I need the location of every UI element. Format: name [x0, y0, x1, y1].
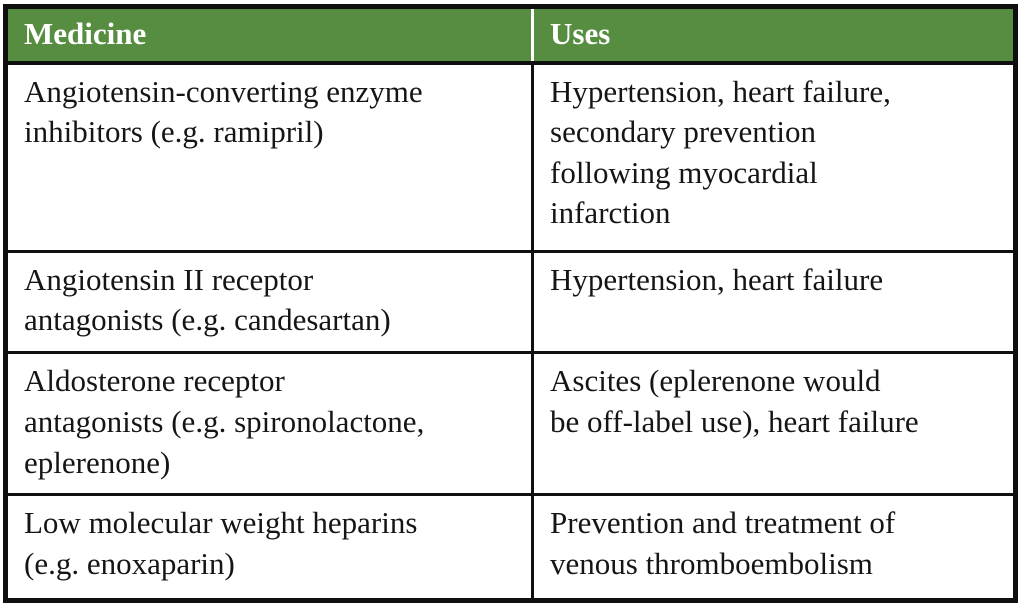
uses-cell: Hypertension, heart failure — [531, 249, 1017, 355]
medicine-cell: Angiotensin II receptor antagonists (e.g… — [4, 249, 534, 355]
table-header-row: Medicine Uses — [3, 4, 1018, 65]
table-row: Low molecular weight heparins (e.g. enox… — [4, 493, 1017, 602]
medicine-uses-table: Medicine Uses Angiotensin-converting enz… — [3, 4, 1018, 603]
uses-cell: Hypertension, heart failure, secondary p… — [531, 61, 1017, 253]
column-header-medicine: Medicine — [3, 4, 534, 65]
medicine-cell: Low molecular weight heparins (e.g. enox… — [4, 493, 534, 602]
table-row: Angiotensin-converting enzyme inhibitors… — [4, 61, 1017, 253]
uses-cell: Ascites (eplerenone would be off-label u… — [531, 351, 1017, 497]
table-row: Angiotensin II receptor antagonists (e.g… — [4, 249, 1017, 355]
medicine-cell: Angiotensin-converting enzyme inhibitors… — [4, 61, 534, 253]
table-row: Aldosterone receptor antagonists (e.g. s… — [4, 351, 1017, 497]
uses-cell: Prevention and treatment of venous throm… — [531, 493, 1017, 602]
column-header-uses: Uses — [531, 4, 1018, 65]
medicine-cell: Aldosterone receptor antagonists (e.g. s… — [4, 351, 534, 497]
